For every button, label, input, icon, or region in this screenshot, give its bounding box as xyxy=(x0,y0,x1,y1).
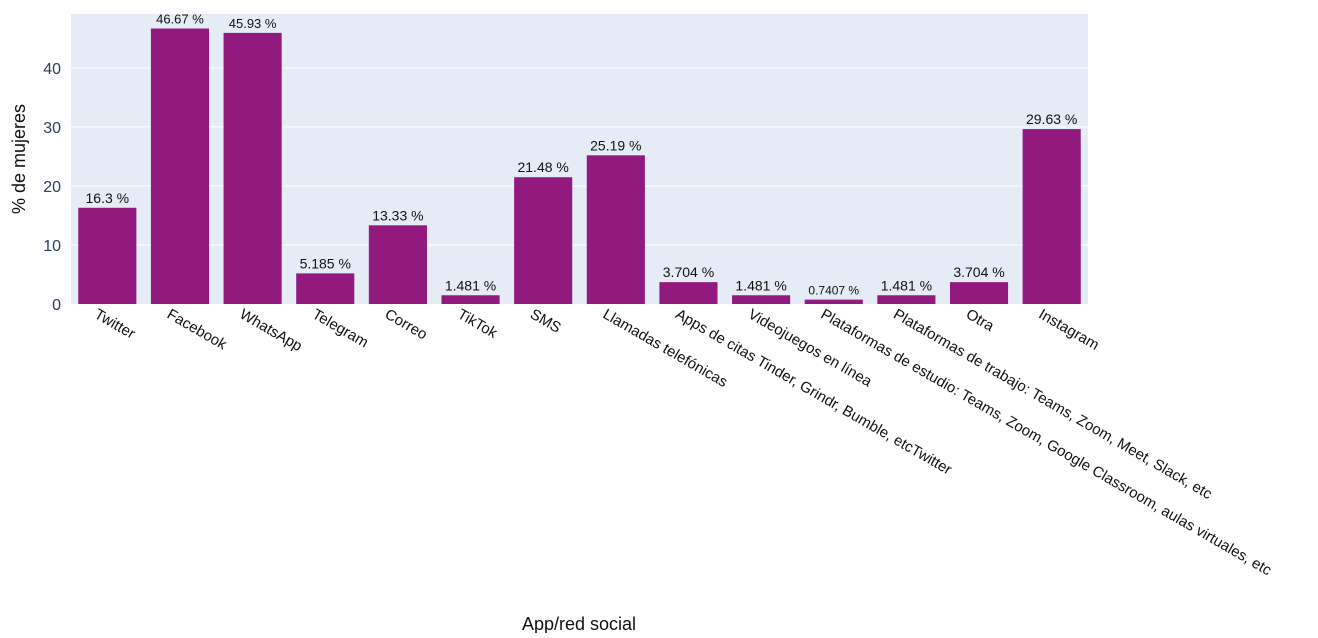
x-tick-label: WhatsApp xyxy=(237,306,305,355)
bar[interactable] xyxy=(150,28,210,304)
bar[interactable] xyxy=(804,299,863,304)
bar[interactable] xyxy=(296,273,355,304)
data-label: 0.7407 % xyxy=(808,284,859,298)
data-label: 5.185 % xyxy=(300,255,351,271)
x-tick-label: SMS xyxy=(527,306,564,337)
y-tick-label: 20 xyxy=(43,179,61,196)
data-label: 21.48 % xyxy=(517,159,568,175)
x-tick-label: Instagram xyxy=(1036,306,1102,354)
x-tick-label: Llamadas telefónicas xyxy=(600,306,731,391)
bar[interactable] xyxy=(659,282,718,304)
bar[interactable] xyxy=(78,207,137,304)
data-label: 1.481 % xyxy=(735,277,786,293)
data-label: 3.704 % xyxy=(953,264,1004,280)
bar[interactable] xyxy=(223,32,282,304)
data-label: 16.3 % xyxy=(86,190,130,206)
bar[interactable] xyxy=(732,295,791,304)
bar[interactable] xyxy=(877,295,936,304)
y-tick-label: 40 xyxy=(43,61,61,78)
data-label: 29.63 % xyxy=(1026,111,1077,127)
data-label: 1.481 % xyxy=(881,277,932,293)
data-label: 3.704 % xyxy=(663,264,714,280)
bar[interactable] xyxy=(441,295,500,304)
y-tick-label: 10 xyxy=(43,238,61,255)
x-tick-label: TikTok xyxy=(455,306,501,342)
bar[interactable] xyxy=(514,177,573,304)
bar[interactable] xyxy=(586,155,645,304)
bar[interactable] xyxy=(368,225,427,304)
data-label: 1.481 % xyxy=(445,277,496,293)
data-label: 13.33 % xyxy=(372,207,423,223)
x-tick-label: Telegram xyxy=(309,306,371,352)
bar[interactable] xyxy=(1022,129,1081,304)
data-label: 45.93 % xyxy=(229,16,277,31)
data-labels: 16.3 % 46.67 % 45.93 % 5.185 % 13.33 % 1.481 … xyxy=(86,12,1078,298)
x-tick-label: Videojuegos en línea xyxy=(745,306,875,391)
y-tick-label: 0 xyxy=(52,297,61,314)
y-tick-label: 30 xyxy=(43,120,61,137)
y-axis-title: % de mujeres xyxy=(9,104,29,214)
data-label: 25.19 % xyxy=(590,137,641,153)
y-axis-ticks: 0 10 20 30 40 xyxy=(43,61,61,314)
x-tick-label: Facebook xyxy=(164,306,230,354)
x-tick-label: Twitter xyxy=(91,306,138,343)
x-tick-label: Correo xyxy=(382,306,430,344)
bars xyxy=(78,28,1081,304)
bar[interactable] xyxy=(949,282,1009,304)
data-label: 46.67 % xyxy=(156,12,204,27)
x-axis-title: App/red social xyxy=(522,614,636,633)
x-tick-label: Otra xyxy=(963,306,997,336)
x-axis-ticks: Twitter Facebook WhatsApp Telegram Correo Tik… xyxy=(91,306,1274,580)
